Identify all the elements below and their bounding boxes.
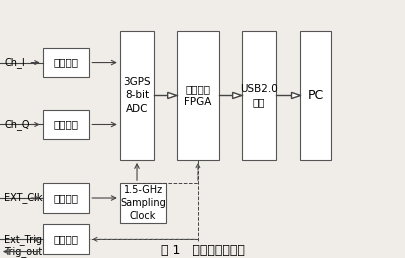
Text: Trig_out: Trig_out bbox=[4, 246, 42, 257]
Text: 图 1   系统硬件结构图: 图 1 系统硬件结构图 bbox=[161, 244, 244, 257]
Bar bbox=[43, 110, 89, 139]
Text: 信号调理: 信号调理 bbox=[53, 119, 78, 130]
Bar bbox=[43, 48, 89, 77]
Text: 信号调理: 信号调理 bbox=[53, 193, 78, 203]
Bar bbox=[119, 31, 154, 160]
Text: PC: PC bbox=[307, 89, 323, 102]
Polygon shape bbox=[232, 92, 241, 99]
Text: 1.5-GHz
Sampling
Clock: 1.5-GHz Sampling Clock bbox=[120, 185, 166, 221]
Text: 信号调理: 信号调理 bbox=[53, 58, 78, 68]
Text: Ext_Trig: Ext_Trig bbox=[4, 234, 42, 245]
Polygon shape bbox=[291, 92, 300, 99]
Text: Ch_I: Ch_I bbox=[4, 57, 25, 68]
Bar bbox=[43, 183, 89, 213]
Bar bbox=[119, 183, 166, 223]
Bar bbox=[176, 31, 219, 160]
Bar bbox=[43, 224, 89, 254]
Text: EXT_Clk: EXT_Clk bbox=[4, 192, 43, 204]
Text: Ch_Q: Ch_Q bbox=[4, 119, 30, 130]
Bar bbox=[300, 31, 330, 160]
Text: 信号调理: 信号调理 bbox=[53, 234, 78, 244]
Text: 3GPS
8-bit
ADC: 3GPS 8-bit ADC bbox=[123, 77, 151, 114]
Text: 数据处理
FPGA: 数据处理 FPGA bbox=[184, 84, 211, 107]
Bar bbox=[241, 31, 275, 160]
Polygon shape bbox=[167, 92, 176, 99]
Text: USB2.0
接口: USB2.0 接口 bbox=[239, 84, 277, 107]
